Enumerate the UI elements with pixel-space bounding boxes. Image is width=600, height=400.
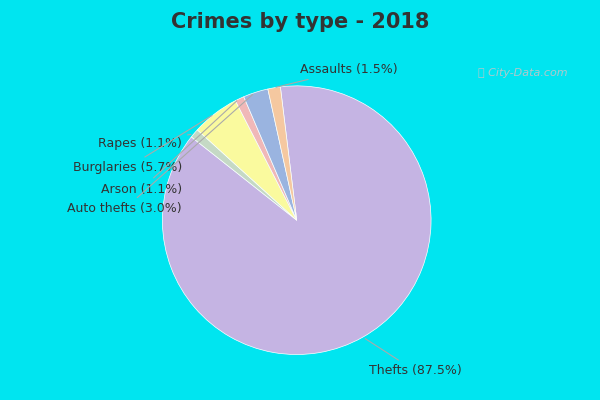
Text: Arson (1.1%): Arson (1.1%) — [101, 101, 237, 196]
Wedge shape — [235, 97, 297, 220]
Wedge shape — [244, 89, 297, 220]
Text: Burglaries (5.7%): Burglaries (5.7%) — [73, 116, 212, 174]
Text: Auto thefts (3.0%): Auto thefts (3.0%) — [67, 94, 253, 215]
Wedge shape — [191, 130, 297, 220]
Wedge shape — [268, 87, 297, 220]
Wedge shape — [197, 101, 297, 220]
Wedge shape — [163, 86, 431, 354]
Text: Rapes (1.1%): Rapes (1.1%) — [98, 134, 191, 150]
Text: Crimes by type - 2018: Crimes by type - 2018 — [171, 12, 429, 32]
Text: Assaults (1.5%): Assaults (1.5%) — [276, 63, 398, 87]
Text: ⓘ City-Data.com: ⓘ City-Data.com — [478, 68, 568, 78]
Text: Thefts (87.5%): Thefts (87.5%) — [365, 339, 461, 377]
